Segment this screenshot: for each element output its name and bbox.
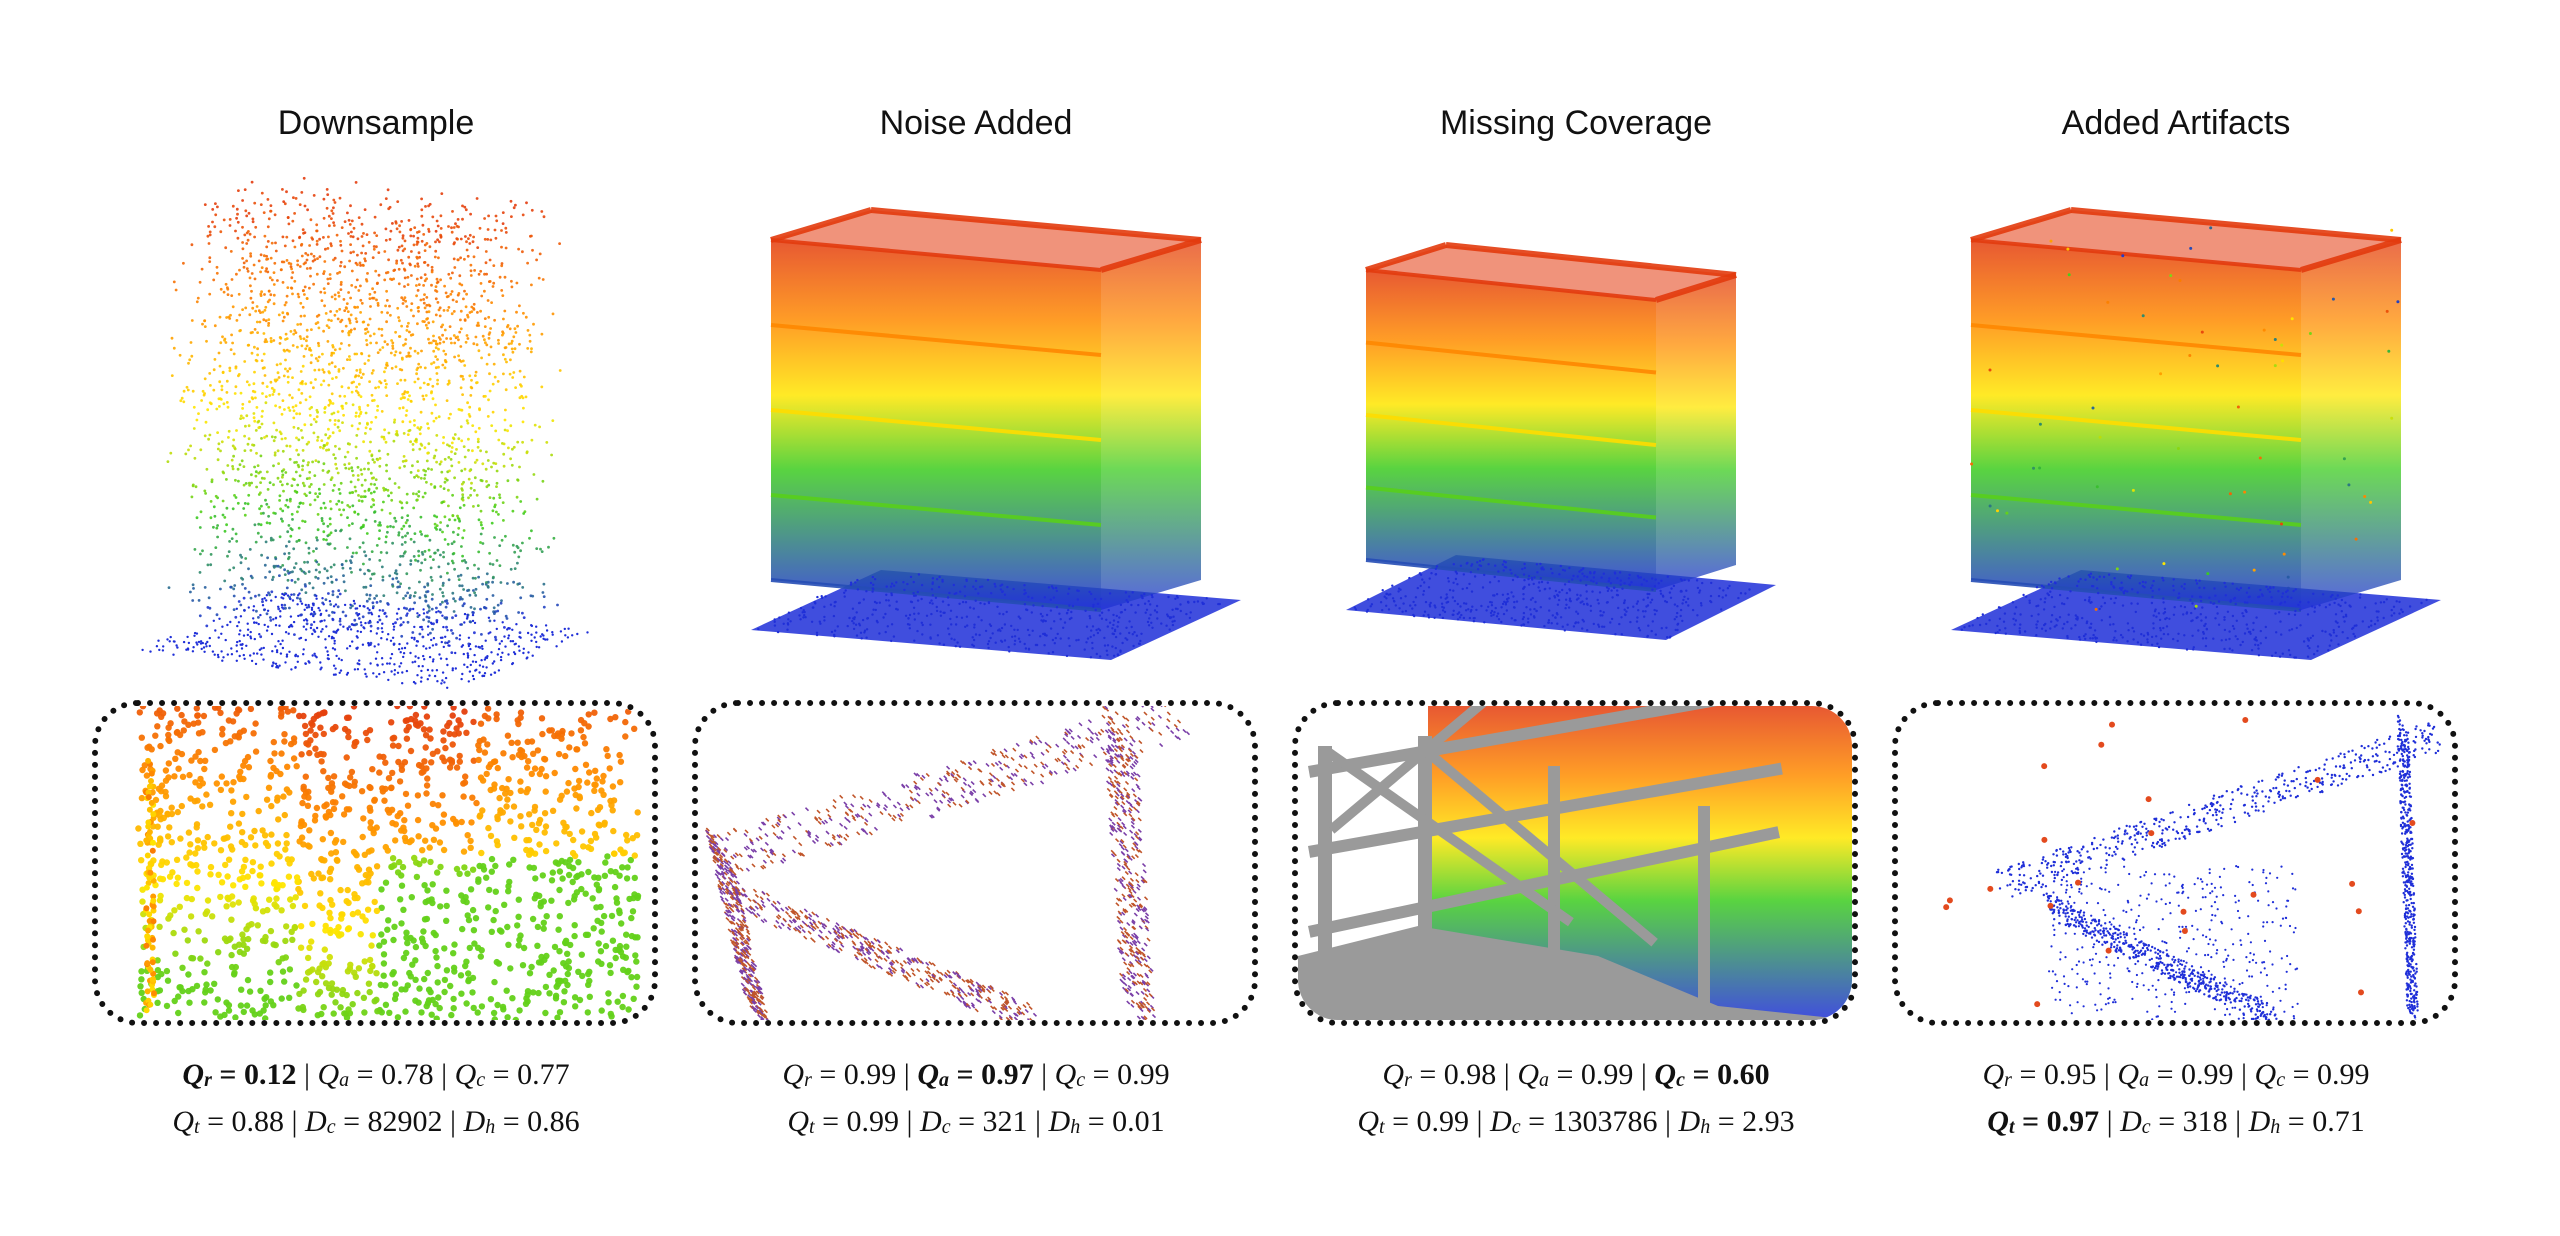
zoom-inset: [1292, 700, 1858, 1026]
metric-Qc: Qc = 0.60: [1654, 1058, 1770, 1091]
metric-Dc: Dc = 318: [2120, 1105, 2228, 1138]
metric-Qc: Qc = 0.99: [2254, 1058, 2370, 1091]
panel-added-artifacts: Added Artifacts Qr = 0.95 | Qa = 0.99 | …: [1876, 0, 2476, 1236]
metric-Dh: Dh = 0.86: [463, 1105, 580, 1138]
metrics-block: Qr = 0.12 | Qa = 0.78 | Qc = 0.77 Qt = 0.…: [172, 1058, 580, 1138]
point-cloud-building: [751, 207, 1241, 660]
zoom-points: [1943, 714, 2441, 1020]
metric-Dh: Dh = 2.93: [1678, 1105, 1795, 1138]
point-cloud-building: [1346, 242, 1776, 640]
metric-Dh: Dh = 0.71: [2248, 1105, 2365, 1138]
metric-Qr: Qr = 0.98: [1382, 1058, 1497, 1091]
metric-Qr: Qr = 0.95: [1982, 1058, 2097, 1091]
zoom-points: [704, 706, 1191, 1020]
zoom-points: [1298, 706, 1852, 1020]
metric-Qr: Qr = 0.12: [182, 1058, 297, 1091]
metric-Qt: Qt = 0.99: [787, 1105, 900, 1138]
metric-Dh: Dh = 0.01: [1048, 1105, 1165, 1138]
metric-Qa: Qa = 0.99: [2117, 1058, 2234, 1091]
metric-Qc: Qc = 0.77: [454, 1058, 570, 1091]
panel-downsample: Downsample Qr = 0.12 | Qa = 0.78 | Qc = …: [76, 0, 676, 1236]
point-cloud-sparse: [141, 176, 589, 689]
metric-Qt: Qt = 0.99: [1357, 1105, 1470, 1138]
zoom-inset: [92, 700, 658, 1026]
metric-Qr: Qr = 0.99: [782, 1058, 897, 1091]
metric-Dc: Dc = 1303786: [1490, 1105, 1658, 1138]
metrics-block: Qr = 0.98 | Qa = 0.99 | Qc = 0.60 Qt = 0.…: [1357, 1058, 1795, 1138]
point-cloud-building: [1951, 207, 2441, 660]
metric-Dc: Dc = 321: [920, 1105, 1028, 1138]
panel-title: Downsample: [277, 104, 475, 142]
zoom-inset: [1892, 700, 2458, 1026]
panel-title: Added Artifacts: [2061, 104, 2291, 142]
metric-Qa: Qa = 0.78: [317, 1058, 434, 1091]
zoom-inset: [692, 700, 1258, 1026]
metric-Qt: Qt = 0.97: [1987, 1105, 2100, 1138]
metric-Qa: Qa = 0.99: [1517, 1058, 1634, 1091]
panel-missing-coverage: Missing Coverage Qr = 0.98 | Qa = 0.99 |…: [1276, 0, 1876, 1236]
metric-Qt: Qt = 0.88: [172, 1105, 285, 1138]
metrics-block: Qr = 0.99 | Qa = 0.97 | Qc = 0.99 Qt = 0.…: [782, 1058, 1170, 1138]
panel-title: Noise Added: [879, 104, 1073, 142]
panel-noise-added: Noise Added Qr = 0.99 | Qa = 0.97 | Qc =…: [676, 0, 1276, 1236]
metric-Qa: Qa = 0.97: [917, 1058, 1034, 1091]
metric-Qc: Qc = 0.99: [1054, 1058, 1170, 1091]
panel-title: Missing Coverage: [1439, 104, 1713, 142]
metric-Dc: Dc = 82902: [305, 1105, 443, 1138]
zoom-points: [135, 706, 642, 1020]
metrics-block: Qr = 0.95 | Qa = 0.99 | Qc = 0.99 Qt = 0.…: [1982, 1058, 2370, 1138]
